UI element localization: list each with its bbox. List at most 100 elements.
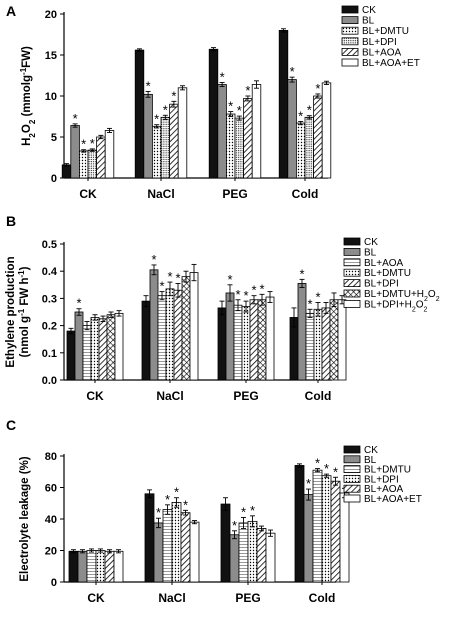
panel-a-legend-label: BL+AOA <box>362 47 402 58</box>
panel-c-bar <box>238 522 249 583</box>
panel-c-x-tick-label: PEG <box>235 591 260 605</box>
panel-a-bar <box>87 149 98 179</box>
panel-a-bar <box>313 95 323 179</box>
panel-c-y-tick-label: 80 <box>45 451 57 463</box>
panel-a-y-axis-label: H2O2 (mmolg-1FW) <box>19 46 37 146</box>
panel-a-legend-swatch <box>341 26 359 35</box>
panel-a-significance-star: * <box>171 88 176 103</box>
panel-b-significance-star: * <box>151 252 156 267</box>
panel-a-y-tick-label: 10 <box>45 91 57 103</box>
panel-b-legend-label: BL+DMTU+H2O2 <box>364 289 440 303</box>
panel-b-significance-star: * <box>175 270 180 285</box>
panel-c-significance-star: * <box>324 461 329 476</box>
panel-a-bar <box>70 125 80 179</box>
panel-c-bar <box>104 550 115 583</box>
panel-a-significance-star: * <box>298 108 303 123</box>
panel-b-y-axis-label: Ethylene production <box>5 256 17 367</box>
panel-a-significance-star: * <box>81 137 86 152</box>
panel-a-bar <box>169 103 179 179</box>
panel-a-significance-star: * <box>90 136 95 151</box>
panel-c-significance-star: * <box>183 497 188 512</box>
panel-b-bar <box>189 272 199 381</box>
panel-c-bar <box>189 521 200 583</box>
panel-c-legend-label: BL+AOA <box>364 484 404 495</box>
panel-a-legend-swatch <box>341 58 359 67</box>
panel-c-x-tick-label: Cold <box>309 591 336 605</box>
panel-a-legend-label: BL <box>362 16 375 27</box>
panel-b-bar <box>157 295 167 381</box>
panel-b-bar <box>173 289 183 381</box>
panel-c-bar <box>303 494 314 583</box>
panel-c-legend-label: BL+DMTU <box>364 465 411 476</box>
panel-b-significance-star: * <box>251 283 256 298</box>
panel-a-y-tick-label: 0 <box>51 173 57 185</box>
panel-b-bar <box>141 300 151 381</box>
panel-b-bar <box>165 288 175 381</box>
panel-a-x-tick-label: Cold <box>292 187 319 201</box>
panel-c-bar <box>339 492 350 583</box>
panel-a-significance-star: * <box>163 102 168 117</box>
panel-c-y-tick-label: 0 <box>51 577 57 589</box>
panel-a-legend-label: BL+DMTU <box>362 26 409 37</box>
panel-a-significance-star: * <box>307 103 312 118</box>
panel-b-x-tick-label: Cold <box>305 389 332 403</box>
panel-c-legend-swatch <box>343 445 361 454</box>
panel-c-x-tick-label: NaCl <box>158 591 185 605</box>
panel-c-bar <box>229 534 240 583</box>
panel-a-significance-star: * <box>220 69 225 84</box>
panel-a-y-tick-label: 20 <box>45 9 57 21</box>
panel-b-bar <box>265 296 275 381</box>
panel-a-bar <box>251 84 262 179</box>
panel-a-significance-star: * <box>245 83 250 98</box>
panel-a-bar <box>208 48 219 179</box>
panel-c-y-tick-label: 40 <box>45 514 57 526</box>
panel-b-significance-star: * <box>259 281 264 296</box>
panel-c-bar <box>162 509 173 583</box>
panel-c-bar <box>153 522 164 583</box>
panel-c-y-axis-label: Electrolyte leakage (%) <box>19 456 31 581</box>
panel-b-legend-swatch <box>343 258 361 267</box>
panel-c-bar <box>294 465 305 583</box>
panel-b-legend-swatch <box>343 268 361 277</box>
panel-b-significance-star: * <box>307 296 312 311</box>
panel-c-bar <box>220 503 231 583</box>
panel-c-bar <box>256 528 267 583</box>
panel-b-bar <box>329 299 339 381</box>
panel-c-bar <box>95 550 106 583</box>
panel-c-significance-star: * <box>165 492 170 507</box>
panel-b-bar <box>249 299 259 381</box>
panel-c-bar <box>77 550 88 583</box>
panel-a-bar <box>321 82 332 179</box>
panel-b-letter: B <box>6 213 16 229</box>
panel-c-significance-star: * <box>333 464 338 479</box>
panel-a-bar <box>134 49 145 179</box>
panel-a-significance-star: * <box>290 64 295 79</box>
panel-a-bar <box>287 79 297 179</box>
panel-c-legend-swatch <box>343 484 361 493</box>
panel-b-significance-star: * <box>167 269 172 284</box>
panel-a-legend-label: BL+AOA+ET <box>362 58 420 69</box>
panel-b-bar <box>98 318 108 381</box>
panel-c-bar <box>144 493 155 583</box>
panel-c-x-tick-label: CK <box>87 591 105 605</box>
panel-c-legend-label: BL+AOA+ET <box>364 494 422 505</box>
panel-c-legend-swatch <box>343 494 361 503</box>
panel-c-letter: C <box>6 417 16 433</box>
panel-b-x-tick-label: CK <box>86 389 104 403</box>
panel-a-significance-star: * <box>237 103 242 118</box>
panel-a-bar <box>278 29 289 179</box>
panel-a-y-tick-label: 5 <box>51 132 57 144</box>
panel-b-bar <box>233 304 243 381</box>
panel-a-significance-star: * <box>228 99 233 114</box>
panel-c-significance-star: * <box>250 503 255 518</box>
panel-b-bar <box>74 311 84 381</box>
panel-a-significance-star: * <box>146 78 151 93</box>
panel-a-legend-swatch <box>341 16 359 25</box>
panel-b-bar <box>66 330 76 381</box>
panel-a-significance-star: * <box>154 112 159 127</box>
panel-c-bar <box>68 550 79 583</box>
panel-b-y-axis-label-units: (nmol g-1 FW h-1) <box>17 266 32 357</box>
panel-c-bar <box>312 469 323 583</box>
panel-b-bar <box>241 306 251 381</box>
